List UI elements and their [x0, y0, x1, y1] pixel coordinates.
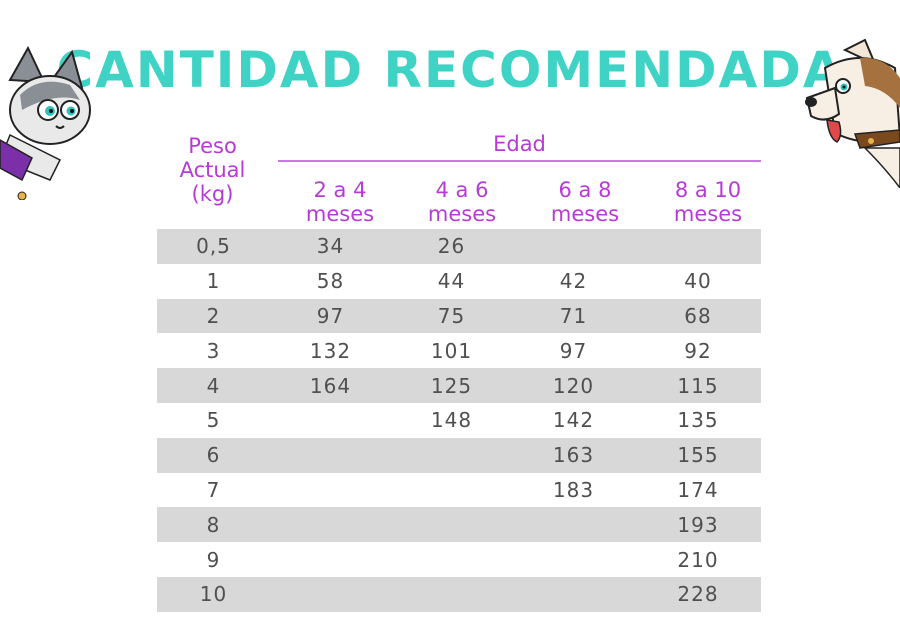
age-header-2-4: 2 a 4 meses: [305, 178, 375, 226]
table-row: 4 164 125 120 115: [157, 368, 761, 403]
value-cell: 115: [677, 373, 719, 398]
value-cell: 97: [316, 303, 345, 328]
value-cell: 148: [430, 408, 473, 433]
weight-cell: 10: [199, 582, 228, 607]
weight-cell: 6: [206, 443, 221, 468]
value-cell: 164: [309, 373, 352, 398]
value-cell: 210: [677, 547, 719, 572]
weight-column-header: Peso Actual (kg): [160, 134, 265, 206]
value-cell: 228: [677, 582, 719, 607]
value-cell: 183: [552, 477, 595, 502]
value-cell: 125: [430, 373, 473, 398]
value-cell: 97: [559, 338, 588, 363]
table-row: 1 58 44 42 40: [157, 264, 761, 299]
table-row: 0,5 34 26: [157, 229, 761, 264]
value-cell: 101: [430, 338, 473, 363]
age-header-6-8: 6 a 8 meses: [550, 178, 620, 226]
weight-cell: 7: [206, 477, 221, 502]
weight-cell: 3: [206, 338, 221, 363]
value-cell: 193: [677, 512, 719, 537]
table-row: 9 210: [157, 542, 761, 577]
weight-cell: 8: [206, 512, 221, 537]
value-cell: 26: [437, 234, 466, 259]
dog-icon: [805, 38, 900, 188]
value-cell: 34: [316, 234, 345, 259]
value-cell: 135: [677, 408, 719, 433]
page-title: CANTIDAD RECOMENDADA: [56, 41, 844, 99]
weight-header-line: Actual: [179, 158, 246, 182]
weight-header-line: (kg): [191, 182, 234, 206]
value-cell: 75: [437, 303, 466, 328]
table-row: 6 163 155: [157, 437, 761, 473]
recommended-amount-table: 0,5 34 26 1 58 44 42 40 2 97 75 71 68 3 …: [157, 229, 761, 612]
table-row: 8 193: [157, 507, 761, 543]
value-cell: 142: [552, 408, 595, 433]
table-row: 7 183 174: [157, 473, 761, 508]
weight-cell: 1: [206, 269, 221, 294]
value-cell: 120: [552, 373, 595, 398]
value-cell: 44: [437, 269, 466, 294]
value-cell: 68: [684, 303, 712, 328]
table-row: 5 148 142 135: [157, 403, 761, 438]
value-cell: 155: [677, 443, 719, 468]
age-header-8-10: 8 a 10 meses: [673, 178, 743, 226]
value-cell: 174: [677, 477, 719, 502]
value-cell: 42: [559, 269, 588, 294]
weight-cell: 9: [206, 547, 221, 572]
cat-icon: [0, 45, 91, 200]
age-group-header: Edad: [493, 132, 546, 156]
table-row: 10 228: [157, 576, 761, 612]
table-row: 2 97 75 71 68: [157, 298, 761, 334]
weight-cell: 5: [206, 408, 221, 433]
value-cell: 71: [559, 303, 588, 328]
value-cell: 40: [684, 269, 712, 294]
value-cell: 92: [684, 338, 712, 363]
table-row: 3 132 101 97 92: [157, 333, 761, 368]
weight-cell: 2: [206, 303, 221, 328]
weight-cell: 4: [206, 373, 221, 398]
value-cell: 58: [316, 269, 345, 294]
age-header-4-6: 4 a 6 meses: [427, 178, 497, 226]
age-group-divider: [278, 160, 761, 162]
value-cell: 132: [309, 338, 352, 363]
weight-cell: 0,5: [196, 234, 231, 259]
value-cell: 163: [552, 443, 595, 468]
weight-header-line: Peso: [188, 134, 237, 158]
